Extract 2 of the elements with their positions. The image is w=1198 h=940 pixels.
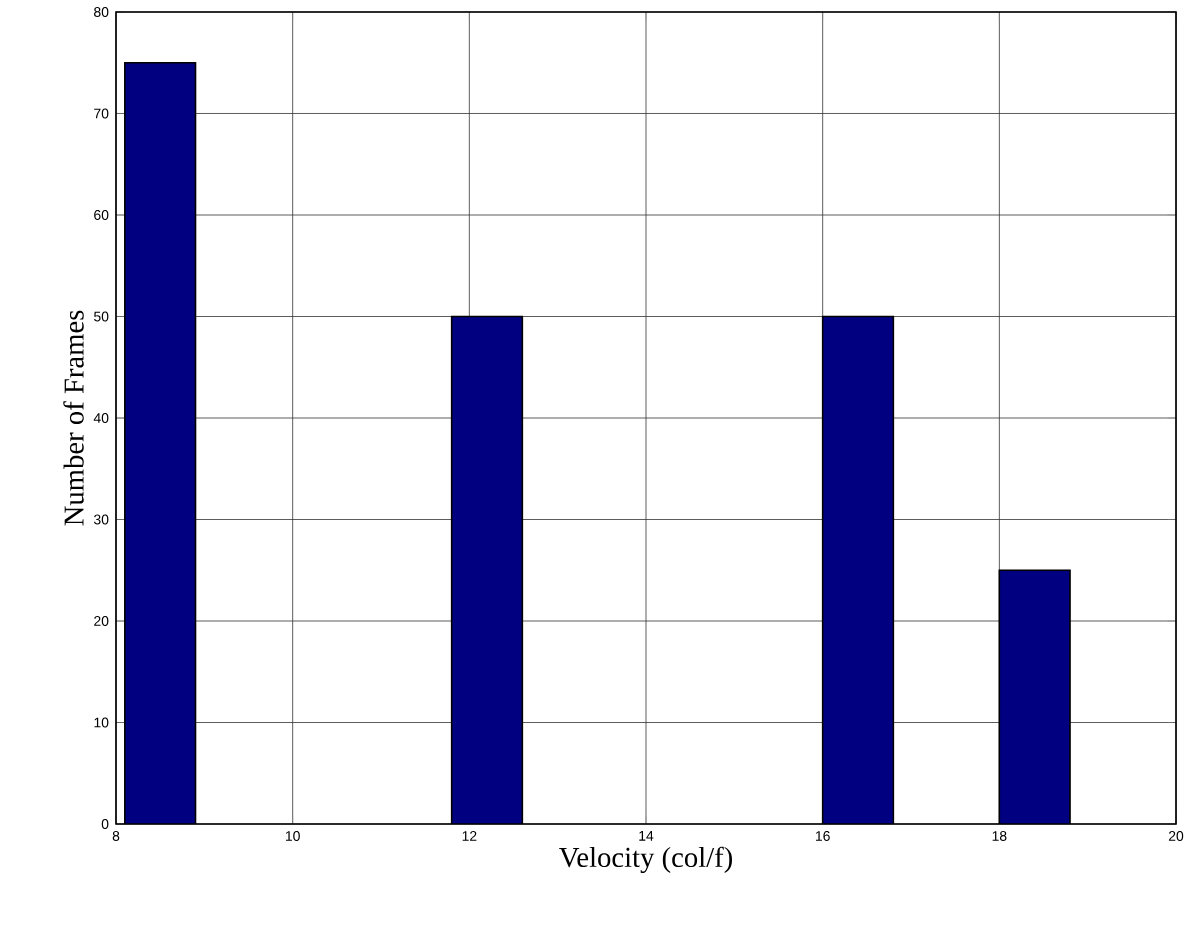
- x-axis-title: Velocity (col/f): [559, 846, 732, 874]
- y-axis-title: Number of Frames: [63, 310, 84, 526]
